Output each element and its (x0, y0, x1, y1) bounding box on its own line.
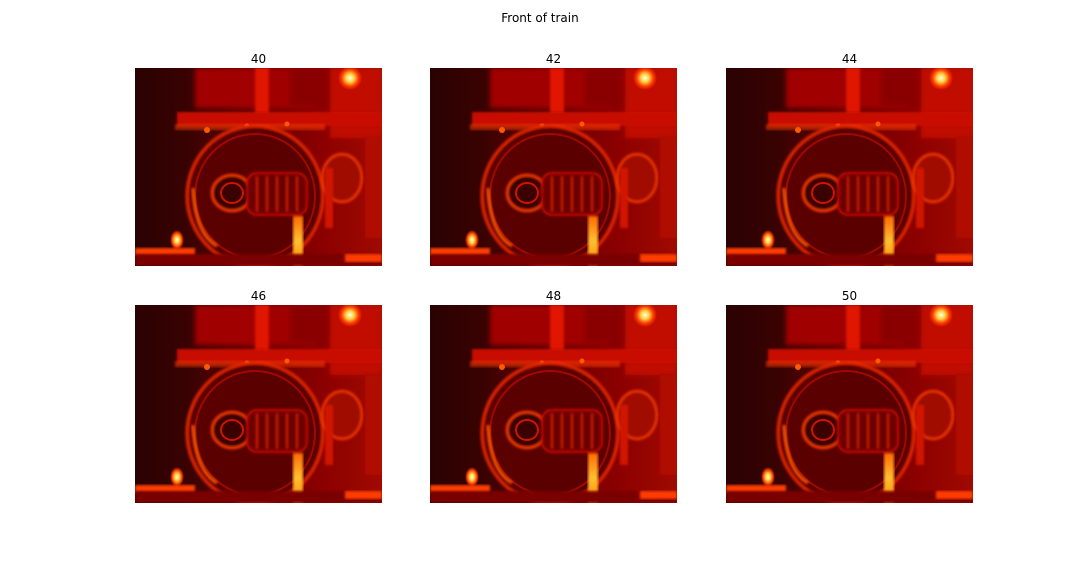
image-panel: 44 (726, 51, 973, 266)
heatmap-image (726, 305, 973, 503)
image-panel: 42 (430, 51, 677, 266)
heatmap-image (135, 305, 382, 503)
figure-title: Front of train (501, 11, 579, 25)
heatmap-image (135, 68, 382, 266)
panel-title: 46 (250, 289, 267, 303)
image-panel: 50 (726, 288, 973, 503)
panel-title: 50 (841, 289, 858, 303)
image-panel: 40 (135, 51, 382, 266)
panel-title: 44 (841, 52, 858, 66)
heatmap-image (430, 305, 677, 503)
image-panel: 48 (430, 288, 677, 503)
heatmap-image (726, 68, 973, 266)
heatmap-image (430, 68, 677, 266)
panel-title: 42 (545, 52, 562, 66)
image-panel: 46 (135, 288, 382, 503)
panel-title: 40 (250, 52, 267, 66)
panel-title: 48 (545, 289, 562, 303)
